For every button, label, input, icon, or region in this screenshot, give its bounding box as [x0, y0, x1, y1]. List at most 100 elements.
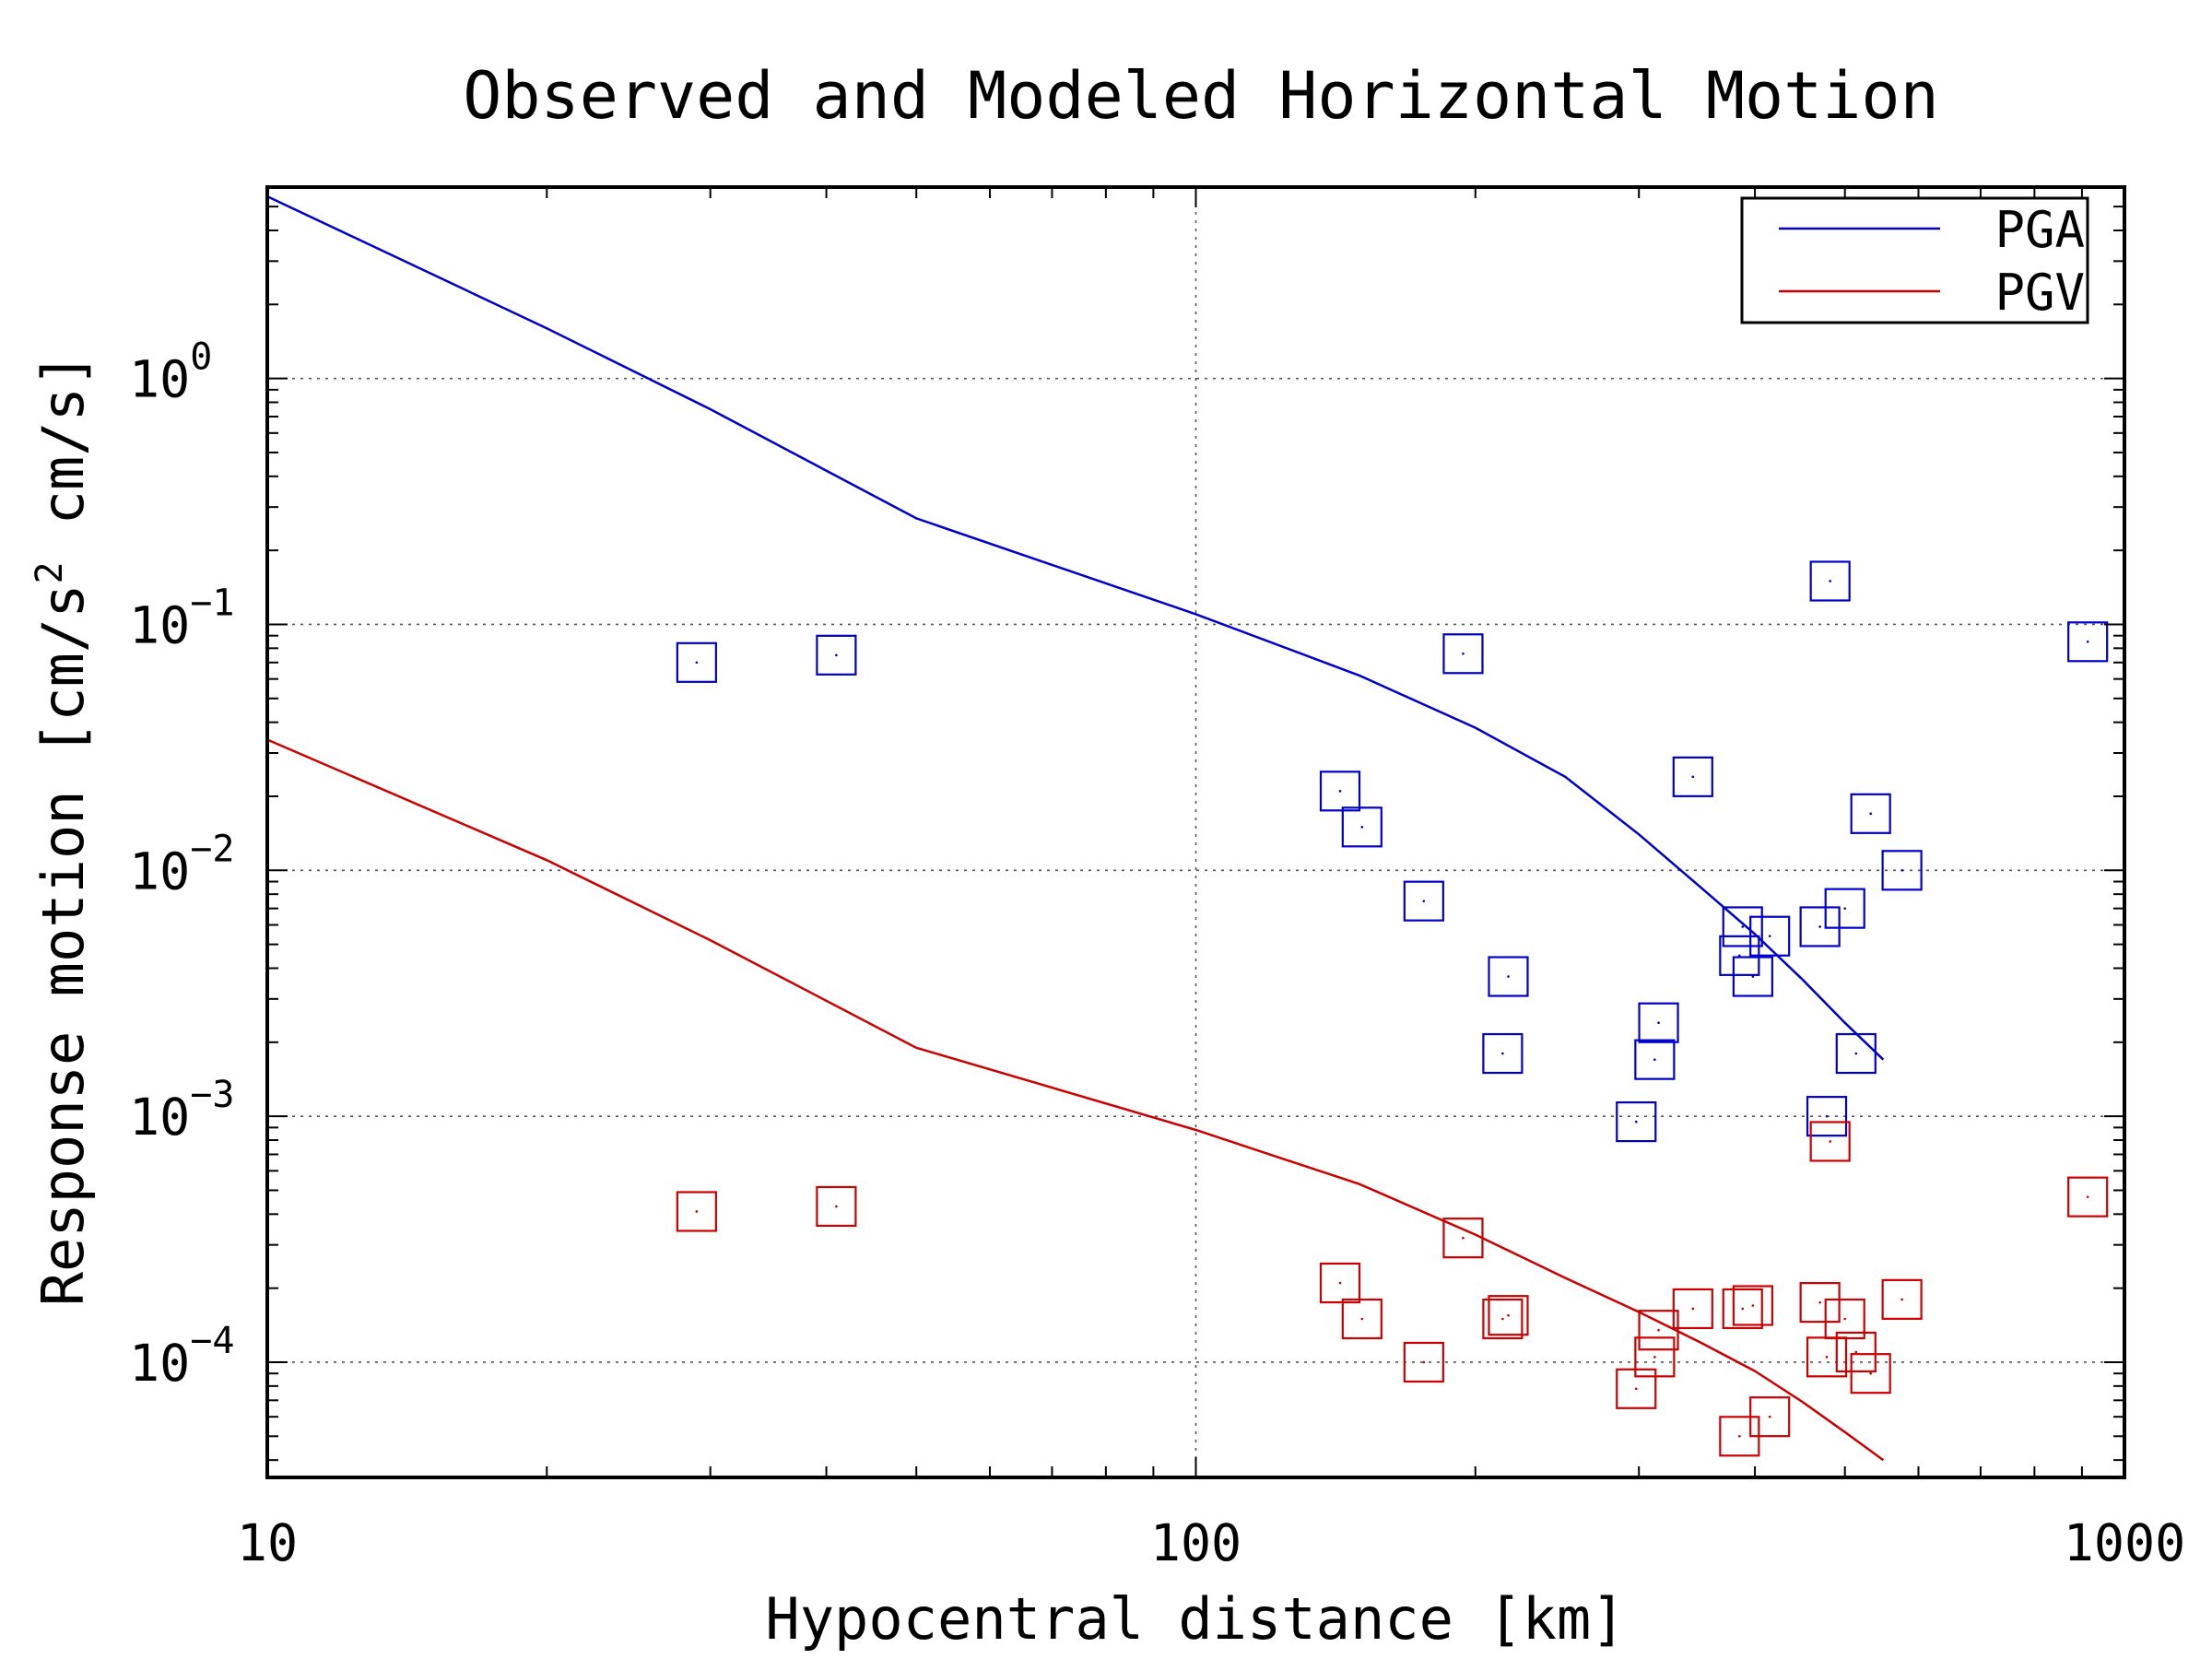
y-tick-label-exponent: 0 [190, 336, 212, 379]
y-axis-label-superscript: 2 [29, 561, 71, 583]
data-point-center-pgv [1854, 1350, 1858, 1354]
chart-title: Observed and Modeled Horizontal Motion [463, 58, 1938, 134]
data-point-pga [1809, 560, 1851, 602]
y-tick-label: 10−1 [129, 582, 234, 654]
data-point-center-pgv [1657, 1328, 1660, 1332]
y-axis-label: Response motion [cm/s2 cm/s] [29, 353, 97, 1307]
data-point-pgv [1799, 1282, 1841, 1324]
y-tick-label-base: 10 [129, 1334, 190, 1393]
y-tick-label-exponent: −1 [190, 582, 234, 624]
data-point-pgv [1809, 1121, 1851, 1162]
data-point-pga [1732, 956, 1773, 997]
data-point-center-pga [1691, 775, 1695, 779]
data-point-pgv [1722, 1288, 1763, 1330]
data-point-pgv [1442, 1218, 1484, 1259]
x-tick-label: 10 [237, 1513, 298, 1572]
legend: PGA PGV [1740, 196, 2089, 324]
legend-label-pgv: PGV [1994, 264, 2085, 322]
y-tick-label: 10−4 [129, 1320, 234, 1393]
y-tick-label-base: 10 [129, 1088, 190, 1147]
data-point-pga [1881, 850, 1923, 891]
y-tick-label: 10−3 [129, 1074, 234, 1147]
data-point-center-pga [1869, 812, 1872, 816]
data-point-center-pga [1501, 1052, 1504, 1055]
data-point-pgv [1482, 1298, 1524, 1340]
data-point-pga [1488, 956, 1529, 997]
data-point-pgv [1749, 1396, 1791, 1438]
data-point-pga [1722, 906, 1763, 947]
data-point-pga [1442, 633, 1484, 675]
legend-box [1740, 196, 2089, 324]
data-point-center-pga [1657, 1021, 1660, 1024]
data-point-center-pga [835, 653, 838, 657]
data-point-center-pgv [1691, 1307, 1695, 1311]
data-point-center-pga [1768, 935, 1771, 938]
data-point-pga [1749, 915, 1791, 957]
data-point-pgv [1850, 1353, 1891, 1394]
data-point-pga [1806, 1096, 1848, 1137]
data-point-center-pgv [1338, 1281, 1342, 1285]
data-point-center-pga [1360, 826, 1364, 829]
data-point-pga [1341, 806, 1382, 848]
data-point-center-pgv [1768, 1415, 1771, 1418]
y-tick-label-exponent: −3 [190, 1074, 234, 1116]
series-line-pga [266, 194, 1885, 1061]
data-point-pgv [1319, 1262, 1361, 1304]
data-point-pgv [676, 1191, 717, 1232]
data-point-center-pgv [1751, 1304, 1755, 1307]
x-tick-label: 1000 [2064, 1513, 2185, 1572]
y-axis-label-main: Response motion [cm/s [29, 583, 97, 1306]
data-point-center-pga [695, 661, 699, 665]
data-point-center-pga [1818, 925, 1821, 928]
y-tick-label-exponent: −2 [190, 828, 234, 870]
data-point-center-pgv [1900, 1298, 1903, 1301]
data-point-center-pga [1829, 580, 1831, 582]
data-point-pga [1403, 880, 1444, 922]
data-point-center-pgv [1825, 1356, 1829, 1359]
data-point-center-pgv [1741, 1307, 1745, 1311]
data-point-pga [1634, 1039, 1676, 1080]
data-point-pgv [1403, 1341, 1444, 1383]
data-point-pgv [1835, 1331, 1877, 1373]
series-layer [266, 194, 2109, 1462]
series-line-pgv [266, 738, 1885, 1462]
data-point-center-pgv [1422, 1360, 1426, 1364]
data-point-pgv [1488, 1295, 1529, 1336]
data-point-pgv [1881, 1278, 1923, 1320]
grid-lines [267, 187, 2124, 1477]
data-point-center-pgv [1653, 1356, 1656, 1359]
data-point-pga [1799, 906, 1841, 947]
data-point-center-pgv [1818, 1300, 1821, 1304]
data-point-center-pgv [1360, 1317, 1364, 1321]
y-tick-label: 10−2 [129, 828, 234, 900]
x-tick-labels: 10 100 1000 [237, 1513, 2185, 1572]
data-point-center-pgv [695, 1210, 699, 1213]
data-point-pga [1835, 1032, 1877, 1075]
y-tick-label: 100 [129, 336, 212, 409]
data-point-pga [676, 641, 717, 683]
data-point-pgv [1341, 1298, 1382, 1340]
data-point-center-pgv [1634, 1387, 1638, 1391]
data-point-center-pga [1338, 790, 1342, 793]
data-point-pga [1319, 771, 1361, 812]
data-point-pgv [1638, 1310, 1679, 1351]
data-point-center-pga [1825, 1114, 1829, 1118]
data-point-pgv [1634, 1336, 1676, 1378]
data-point-center-pgv [1501, 1317, 1504, 1321]
data-point-center-pgv [1507, 1313, 1510, 1317]
data-point-center-pga [1462, 652, 1465, 655]
y-tick-label-base: 10 [129, 350, 190, 409]
data-point-center-pga [1854, 1052, 1858, 1055]
data-point-center-pgv [1869, 1371, 1872, 1375]
data-point-center-pga [1741, 925, 1745, 928]
data-point-pga [2067, 621, 2109, 663]
data-point-center-pga [1900, 869, 1903, 872]
data-point-center-pgv [835, 1205, 838, 1208]
data-point-pgv [1824, 1298, 1865, 1340]
data-point-pga [1482, 1032, 1524, 1075]
data-point-pgv [1672, 1288, 1713, 1330]
data-point-pgv [1732, 1285, 1773, 1326]
data-point-center-pga [2086, 641, 2089, 643]
y-tick-label-exponent: −4 [190, 1320, 234, 1362]
